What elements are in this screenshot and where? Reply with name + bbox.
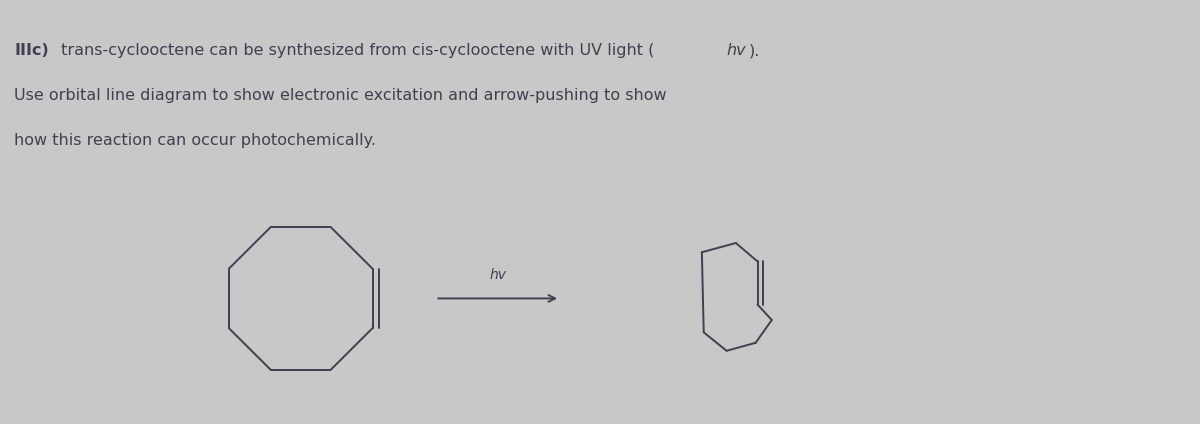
Text: hv: hv bbox=[490, 268, 506, 282]
Text: hv: hv bbox=[727, 43, 746, 58]
Text: Use orbital line diagram to show electronic excitation and arrow-pushing to show: Use orbital line diagram to show electro… bbox=[14, 88, 667, 103]
Text: ).: ). bbox=[749, 43, 760, 58]
Text: IIIc): IIIc) bbox=[14, 43, 49, 58]
Text: how this reaction can occur photochemically.: how this reaction can occur photochemica… bbox=[14, 133, 377, 148]
Text: trans-cyclooctene can be synthesized from cis-cyclooctene with UV light (: trans-cyclooctene can be synthesized fro… bbox=[56, 43, 655, 58]
